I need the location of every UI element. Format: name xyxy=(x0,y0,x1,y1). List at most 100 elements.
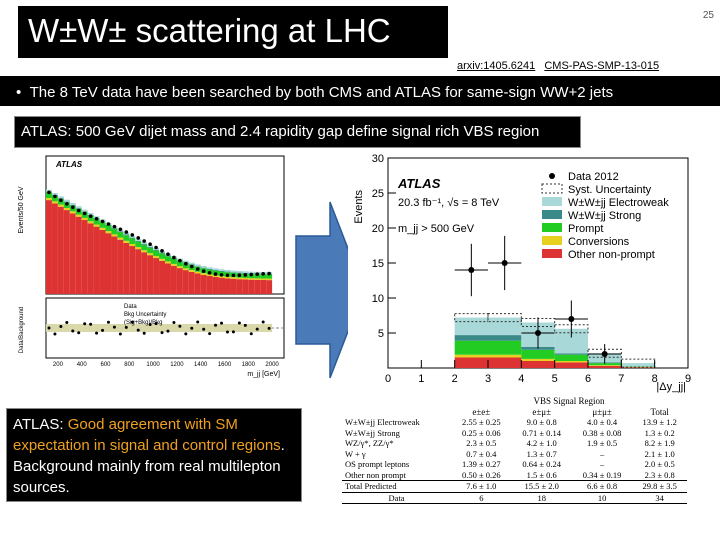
mjj-data-point xyxy=(148,242,152,247)
mjj-bar xyxy=(57,206,64,294)
table-cell: 1.39 ± 0.27 xyxy=(461,459,501,470)
dyjj-atlas-logo: ATLAS xyxy=(397,176,441,191)
table-cell: Total Predicted xyxy=(342,480,452,492)
table-cell: OS prompt leptons xyxy=(345,459,410,470)
table-row: W + γ 0.7 ± 0.4 1.3 ± 0.7 – 2.1 ± 1.0 xyxy=(342,449,687,460)
dyjj-xtick-label: 8 xyxy=(652,373,658,385)
dyjj-xtick-label: 1 xyxy=(418,373,424,385)
dyjj-data-point xyxy=(468,267,475,273)
mjj-bar xyxy=(147,247,154,254)
dyjj-bar-conversions xyxy=(588,365,622,366)
mjj-ratio-band xyxy=(206,324,213,332)
mjj-plot-svg: ATLAS Events/50 GeV Data/Background m_jj… xyxy=(18,155,285,378)
mjj-ratio-point xyxy=(83,322,87,326)
mjj-bar xyxy=(105,225,112,232)
dyjj-bar-w-w-jj-strong xyxy=(454,335,488,341)
mjj-bar xyxy=(230,270,237,273)
mjj-bar xyxy=(69,211,76,214)
dyjj-bar-other-non-prompt xyxy=(454,357,488,368)
mjj-bar xyxy=(230,278,237,294)
mjj-bar xyxy=(69,213,76,294)
mjj-data-point xyxy=(70,205,75,210)
mjj-bar xyxy=(254,279,261,294)
table-title: VBS Signal Region xyxy=(533,396,605,407)
table-cell: 0.7 ± 0.4 xyxy=(466,448,497,459)
mjj-legend-label: Bkg Uncertainty xyxy=(124,312,166,318)
dyjj-legend-label: Syst. Uncertainty xyxy=(568,184,652,196)
mjj-bar xyxy=(194,271,201,274)
mjj-data-point xyxy=(225,273,230,278)
mjj-bar xyxy=(51,201,58,204)
mjj-xtick-label: 400 xyxy=(77,362,88,368)
table-cell: 2.3 ± 0.5 xyxy=(466,438,497,449)
table-cell: 2.1 ± 1.0 xyxy=(644,448,675,459)
mjj-ratio-point xyxy=(124,325,128,329)
dyjj-bar-conversions xyxy=(454,354,488,358)
mjj-bar xyxy=(141,244,148,251)
bullet-marker: • xyxy=(16,84,22,101)
mjj-ratio-point xyxy=(142,331,146,335)
mjj-ratio-point xyxy=(112,325,116,329)
mjj-xtick-label: 2000 xyxy=(265,362,279,368)
note-rest: . Background mainly from real multilepto… xyxy=(13,437,285,496)
table-cell: 6 xyxy=(451,491,512,504)
mjj-bar xyxy=(200,274,207,294)
mjj-bar xyxy=(57,196,64,199)
mjj-atlas-logo: ATLAS xyxy=(55,160,83,169)
mjj-ratio-band xyxy=(105,324,112,332)
mjj-bar xyxy=(206,267,213,269)
mjj-ratio-point xyxy=(249,332,253,336)
mjj-data-point xyxy=(106,222,111,226)
dyjj-legend-swatch xyxy=(542,236,562,245)
mjj-bar xyxy=(165,261,171,264)
mjj-bar xyxy=(135,247,142,250)
mjj-bar xyxy=(248,278,255,280)
table-row: Other non prompt 0.50 ± 0.26 1.5 ± 0.6 0.34… xyxy=(342,470,687,481)
dyjj-bar-w-w-jj-electroweak xyxy=(488,317,522,336)
references: arxiv:1405.6241 CMS-PAS-SMP-13-015 xyxy=(457,60,665,72)
mjj-ratio-point xyxy=(190,326,194,330)
mjj-ratio-band xyxy=(182,324,189,332)
table-corner xyxy=(342,396,451,407)
mjj-data-point xyxy=(219,273,224,277)
mjj-bar xyxy=(260,278,267,281)
table-cell: 18 xyxy=(511,491,572,504)
mjj-bar xyxy=(111,234,118,237)
mjj-ratio-point xyxy=(148,322,152,326)
mjj-bar xyxy=(87,223,94,294)
bullet-text: The 8 TeV data have been searched by bot… xyxy=(29,84,614,101)
mjj-ratio-band xyxy=(212,324,219,332)
mjj-ratio-point xyxy=(220,321,224,325)
mjj-ratio-point xyxy=(53,332,57,336)
mjj-bar xyxy=(129,246,136,294)
mjj-bar xyxy=(188,262,195,265)
mjj-bar xyxy=(212,276,219,294)
mjj-bar xyxy=(200,273,207,275)
mjj-bar xyxy=(135,238,142,241)
mjj-bar xyxy=(182,270,189,294)
right-arrow-icon xyxy=(295,201,365,379)
mjj-data-point xyxy=(255,272,260,276)
table-cell: 4.2 ± 1.0 xyxy=(526,438,557,449)
mjj-ratio-band xyxy=(224,324,231,332)
dyjj-bar-prompt xyxy=(554,354,588,361)
mjj-ratio-band xyxy=(63,324,70,332)
mjj-bar xyxy=(129,243,136,247)
ref-link-cms[interactable]: CMS-PAS-SMP-13-015 xyxy=(544,60,660,72)
mjj-xtick-label: 1200 xyxy=(170,362,184,368)
note-box: ATLAS: Good agreement with SM expectatio… xyxy=(6,408,302,502)
dyjj-ytick-label: 20 xyxy=(372,223,384,235)
mjj-data-point xyxy=(100,219,105,224)
mjj-data-point xyxy=(243,273,248,277)
dyjj-legend-swatch xyxy=(542,210,562,219)
dyjj-bar-other-non-prompt xyxy=(588,365,622,368)
table-cell: 0.25 ± 0.06 xyxy=(461,427,501,438)
mjj-ratio-point xyxy=(172,321,176,325)
mjj-bar xyxy=(266,274,273,279)
mjj-ratio-point xyxy=(101,328,105,332)
mjj-data-point xyxy=(160,249,164,253)
mjj-bar xyxy=(75,216,82,294)
mjj-bar xyxy=(51,193,58,195)
dyjj-xtick-label: 0 xyxy=(385,373,391,385)
ref-link-arxiv[interactable]: arxiv:1405.6241 xyxy=(457,60,536,72)
